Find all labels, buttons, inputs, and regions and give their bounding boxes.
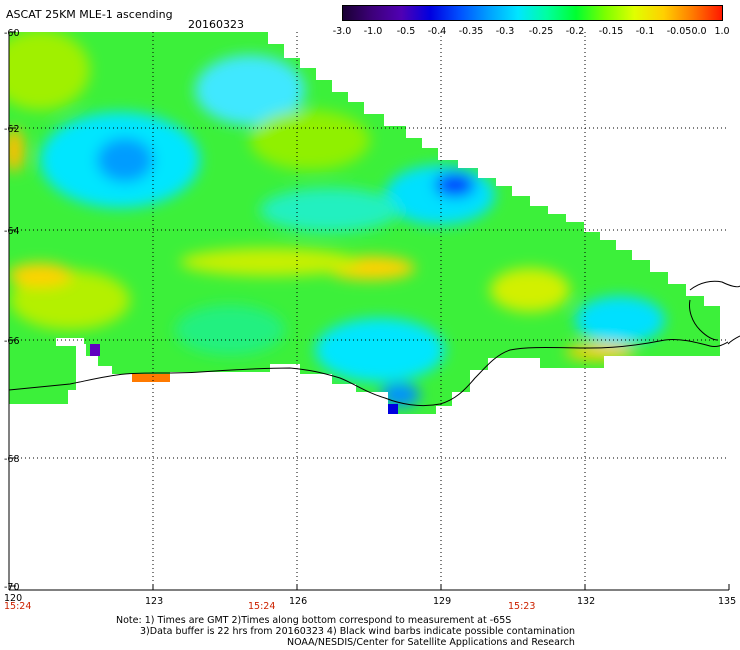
lat-label: -62 [4,124,20,135]
colorbar-label: -0.5 [396,26,416,37]
colorbar-labels: -3.0 -1.0 -0.5 -0.4 -0.35 -0.3 -0.25 -0.… [330,26,740,38]
coastline [8,339,729,407]
time-label: 15:24 [4,601,31,612]
colorbar-label: -0.3 [495,26,515,37]
footnote-credit: NOAA/NESDIS/Center for Satellite Applica… [287,637,575,648]
lat-label: -70 [4,582,20,593]
map-title: ASCAT 25KM MLE-1 ascending [6,8,173,21]
colorbar-label: -0.2 [565,26,585,37]
time-label: 15:23 [508,601,535,612]
colorbar-label: -1.0 [363,26,383,37]
lon-label: 126 [289,596,307,607]
colorbar-label: 0.0 [691,26,707,37]
lon-label: 123 [145,596,163,607]
lat-label: -66 [4,336,20,347]
coastline-east [689,280,740,345]
colorbar [342,5,723,21]
lon-label: 120 [4,593,22,604]
footnote-line-2: 3)Data buffer is 22 hrs from 20160323 4)… [140,626,576,637]
longitude-gridlines [152,32,586,590]
axis-ticks [9,31,730,590]
colorbar-label: -0.15 [598,26,624,37]
colorbar-label: -0.25 [528,26,554,37]
colorbar-label: -0.05 [666,26,692,37]
colorbar-label: 1.0 [714,26,730,37]
lat-label: -60 [4,28,20,39]
colorbar-label: -0.4 [427,26,447,37]
colorbar-label: -3.0 [332,26,352,37]
colorbar-label: -0.35 [458,26,484,37]
colorbar-label: -0.1 [635,26,655,37]
map-date: 20160323 [188,18,244,31]
lon-label: 135 [718,596,736,607]
lat-label: -68 [4,454,20,465]
lon-label: 129 [433,596,451,607]
time-label: 15:24 [248,601,275,612]
lat-label: -64 [4,226,20,237]
lon-label: 132 [577,596,595,607]
footnote-line-1: Note: 1) Times are GMT 2)Times along bot… [116,615,512,626]
